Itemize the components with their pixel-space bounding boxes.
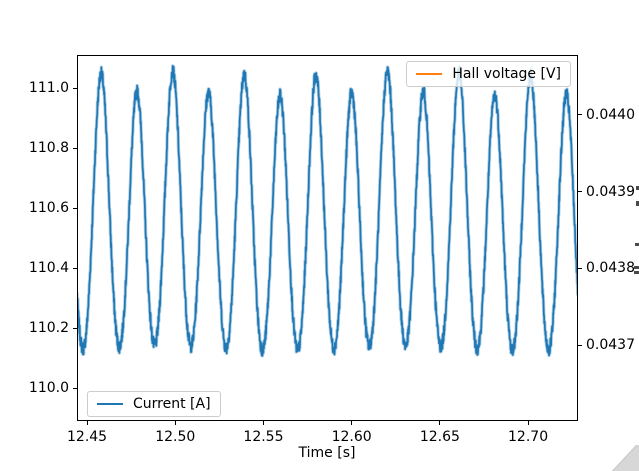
cropped-glyph-fragment (634, 266, 639, 269)
current-waveform (78, 64, 577, 358)
y-tick-label-right: 0.0438 (586, 260, 635, 277)
x-tick (351, 421, 353, 425)
x-tick-label: 12.45 (67, 429, 108, 445)
x-tick-label: 12.60 (331, 429, 372, 445)
x-tick-label: 12.65 (419, 429, 460, 445)
plot-area: Hall voltage [V] Current [A] (77, 55, 578, 421)
y-tick-left (73, 207, 77, 209)
x-tick (174, 421, 176, 425)
y-tick-label-left: 110.6 (28, 200, 69, 216)
x-tick (527, 421, 529, 425)
y-tick-right (578, 191, 582, 193)
y-tick-left (73, 147, 77, 149)
y-tick-label-left: 110.0 (28, 380, 69, 396)
x-tick-label: 12.70 (508, 429, 549, 445)
hall-voltage-legend-label: Hall voltage [V] (452, 66, 561, 82)
y-tick-label-right: 0.0440 (586, 106, 635, 123)
y-tick-label-left: 110.8 (28, 140, 69, 156)
x-tick-label: 12.55 (243, 429, 284, 445)
x-tick (439, 421, 441, 425)
y-tick-label-right: 0.0437 (586, 337, 635, 354)
x-tick (262, 421, 264, 425)
x-tick (86, 421, 88, 425)
cropped-glyph-fragment (635, 243, 639, 246)
y-tick-label-left: 111.0 (28, 80, 69, 96)
x-tick-label: 12.50 (155, 429, 196, 445)
y-tick-left (73, 87, 77, 89)
hall-voltage-legend-line-icon (416, 73, 443, 75)
current-legend-line-icon (97, 403, 123, 405)
legend-current: Current [A] (87, 391, 221, 417)
y-tick-right (578, 344, 582, 346)
y-tick-label-left: 110.4 (28, 260, 69, 276)
cropped-glyph-fragment (636, 186, 639, 190)
window-resize-grip-icon[interactable] (611, 445, 639, 471)
legend-hall-voltage: Hall voltage [V] (406, 61, 571, 87)
y-tick-left (73, 267, 77, 269)
y-tick-left (73, 327, 77, 329)
cropped-glyph-fragment (636, 201, 639, 206)
y-tick-right (578, 267, 582, 269)
y-tick-left (73, 387, 77, 389)
cropped-glyph-fragment (634, 271, 639, 274)
y-tick-label-left: 110.2 (28, 320, 69, 336)
x-axis-label: Time [s] (298, 445, 356, 461)
y-tick-right (578, 114, 582, 116)
y-tick-label-right: 0.0439 (586, 183, 635, 200)
current-legend-label: Current [A] (133, 396, 211, 412)
